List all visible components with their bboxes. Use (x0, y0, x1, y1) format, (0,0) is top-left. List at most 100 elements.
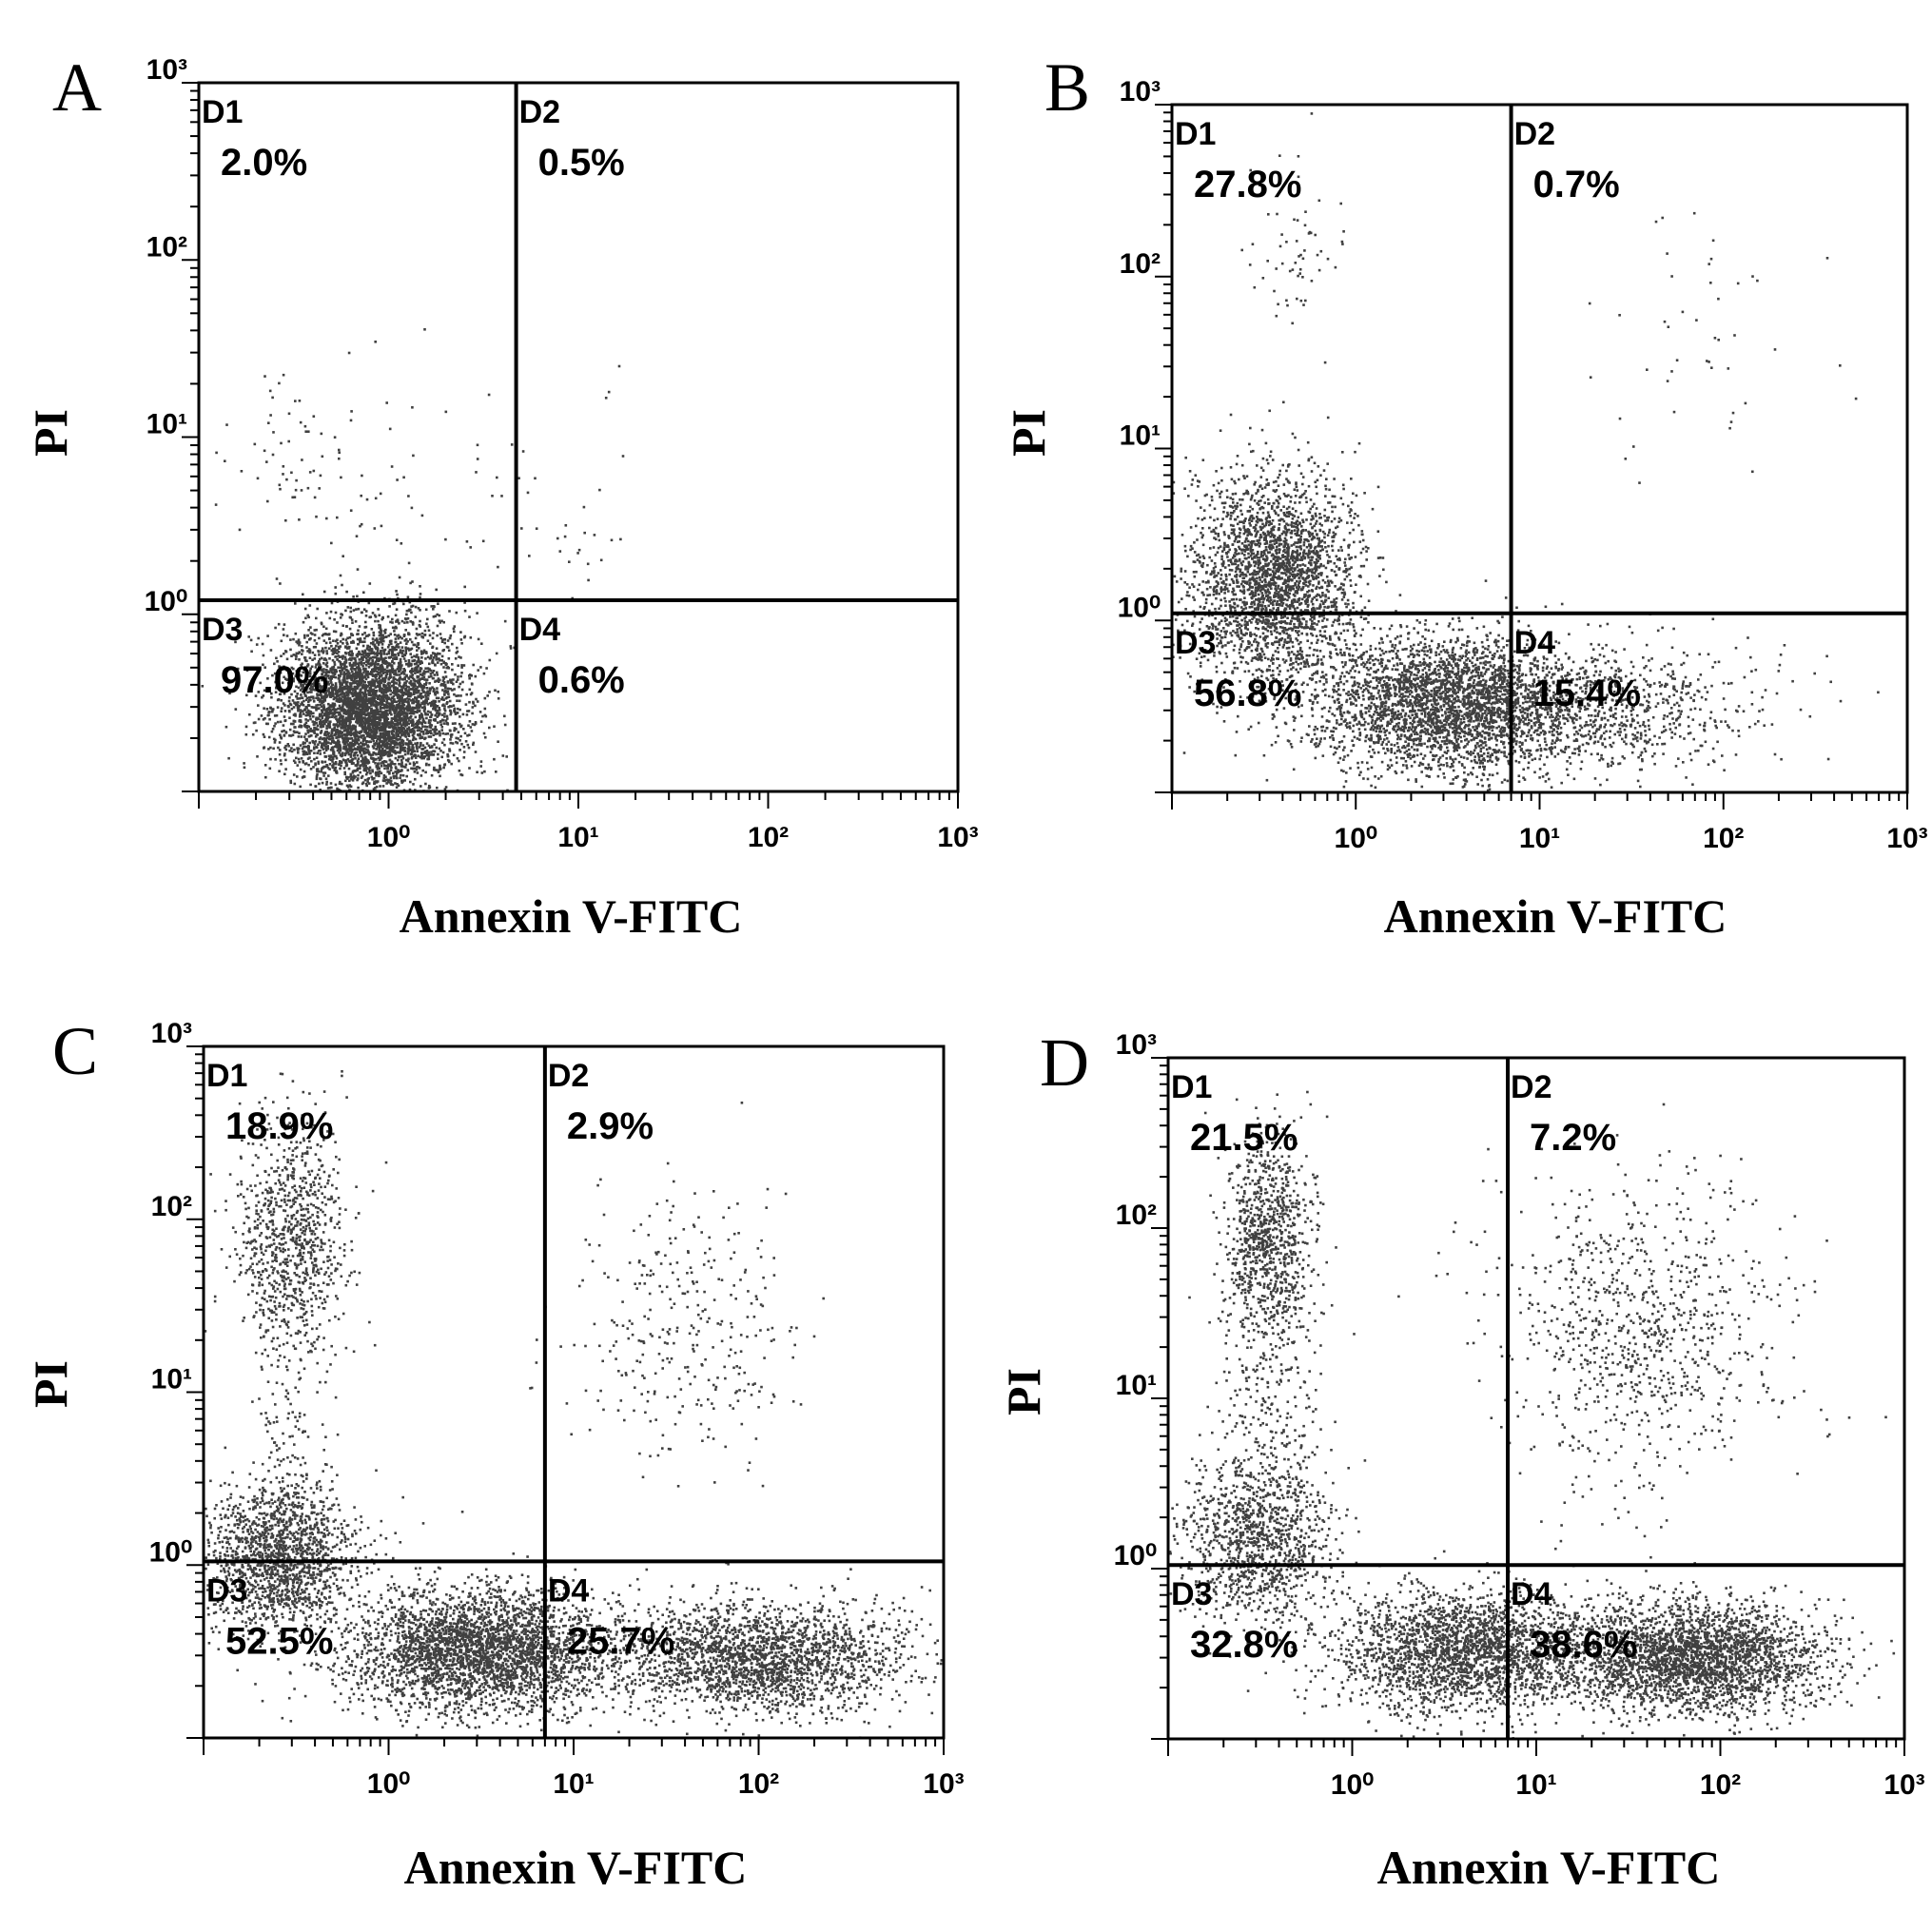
event-dot (433, 731, 436, 733)
event-dot (424, 782, 427, 786)
event-dot (424, 693, 427, 696)
event-dot (430, 700, 434, 704)
event-dot (326, 732, 330, 736)
event-dot (393, 712, 397, 714)
event-dot (406, 769, 410, 771)
event-dot (337, 739, 340, 743)
event-dot (390, 753, 393, 757)
event-dot (379, 732, 382, 735)
event-dot (312, 766, 315, 769)
event-dot (378, 750, 381, 753)
event-dot (282, 465, 285, 468)
event-dot (436, 671, 439, 674)
event-dot (441, 638, 444, 641)
event-dot (427, 730, 430, 733)
event-dot (312, 715, 315, 718)
event-dot (380, 728, 382, 731)
event-dot (306, 614, 309, 617)
event-dot (416, 747, 419, 751)
event-dot (305, 670, 309, 673)
event-dot (398, 622, 400, 625)
event-dot (348, 696, 352, 700)
event-dot (364, 718, 367, 721)
event-dot (455, 740, 458, 744)
event-dot (350, 685, 353, 688)
event-dot (399, 668, 402, 671)
event-dot (298, 651, 301, 654)
event-dot (425, 750, 429, 752)
event-dot (406, 738, 409, 741)
event-dot (394, 742, 398, 746)
event-dot (390, 701, 394, 705)
event-dot (453, 707, 457, 711)
event-dot (390, 760, 394, 764)
event-dot (400, 698, 403, 702)
event-dot (313, 729, 316, 732)
event-dot (468, 673, 472, 676)
event-dot (409, 688, 413, 691)
panel-a: A10⁰10⁰10¹10¹10²10²10³10³D12.0%D20.5%D39… (24, 49, 979, 943)
event-dot (395, 608, 399, 611)
event-dot (360, 734, 362, 737)
event-dot (343, 660, 346, 664)
event-dot (400, 769, 403, 772)
event-dot (324, 627, 328, 631)
event-dot (394, 771, 397, 773)
event-dot (410, 742, 413, 746)
event-dot (304, 698, 308, 702)
event-dot (290, 666, 294, 670)
event-dot (390, 639, 393, 643)
event-dot (466, 710, 469, 712)
event-dot (431, 686, 434, 689)
event-dot (360, 705, 362, 708)
event-dot (352, 706, 355, 710)
event-dot (302, 671, 305, 674)
event-dot (318, 714, 322, 718)
event-dot (400, 691, 402, 693)
event-dot (388, 764, 392, 767)
event-dot (419, 744, 422, 747)
event-dot (458, 655, 460, 658)
event-dot (358, 667, 361, 671)
event-dot (432, 608, 435, 611)
event-dot (404, 743, 408, 746)
event-dot (379, 757, 382, 761)
event-dot (420, 712, 423, 715)
event-dot (412, 701, 415, 705)
event-dot (403, 725, 407, 728)
event-dot (302, 710, 304, 712)
event-dot (369, 685, 373, 688)
event-dot (382, 711, 386, 713)
event-dot (421, 747, 425, 751)
event-dot (302, 692, 306, 695)
event-dot (400, 664, 403, 667)
event-dot (342, 715, 344, 718)
event-dot (359, 693, 361, 697)
event-dot (304, 616, 307, 620)
event-dot (345, 677, 349, 680)
event-dot (279, 759, 283, 762)
event-dot (407, 728, 411, 731)
event-dot (361, 749, 363, 752)
event-dot (351, 770, 355, 773)
event-dot (359, 771, 361, 774)
event-dot (322, 625, 325, 629)
event-dot (368, 770, 371, 772)
event-dot (296, 673, 299, 676)
event-dot (377, 673, 380, 676)
event-dot (460, 773, 464, 777)
event-dot (366, 689, 370, 693)
event-dot (284, 744, 287, 748)
event-dot (365, 704, 368, 708)
event-dot (307, 763, 310, 767)
event-dot (382, 653, 385, 655)
event-dot (384, 715, 388, 719)
event-dot (403, 715, 407, 719)
event-dot (413, 726, 416, 730)
event-dot (395, 719, 398, 722)
event-dot (396, 634, 399, 637)
event-dot (451, 663, 454, 666)
event-dot (296, 764, 300, 767)
event-dot (393, 727, 397, 730)
event-dot (406, 690, 409, 693)
